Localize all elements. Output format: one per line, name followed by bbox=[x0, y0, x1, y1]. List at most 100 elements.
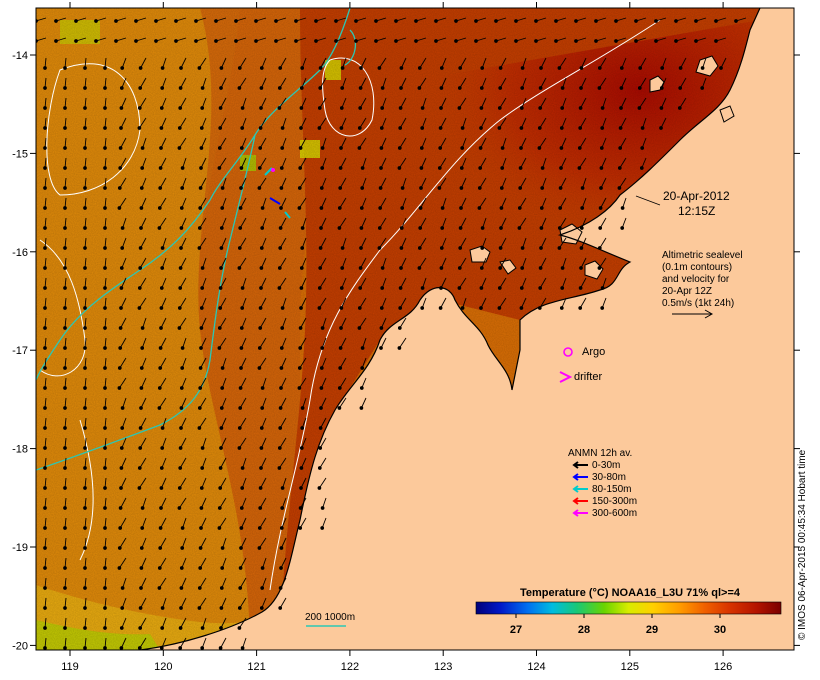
velocity-arrow-head bbox=[237, 626, 242, 630]
velocity-arrow-head bbox=[179, 406, 184, 410]
velocity-arrow-head bbox=[198, 366, 203, 370]
velocity-arrow-head bbox=[594, 39, 598, 43]
velocity-arrow bbox=[299, 377, 307, 389]
velocity-arrow bbox=[639, 97, 647, 109]
velocity-arrow-head bbox=[254, 19, 258, 23]
velocity-arrow bbox=[279, 417, 287, 429]
altimetry-note: Altimetric sealevel(0.1m contours)and ve… bbox=[662, 250, 743, 309]
velocity-arrow bbox=[120, 297, 127, 309]
velocity-arrow bbox=[560, 157, 567, 169]
velocity-arrow-head bbox=[139, 366, 144, 370]
velocity-arrow bbox=[119, 537, 127, 549]
velocity-arrow-head bbox=[119, 486, 123, 490]
velocity-arrow bbox=[200, 537, 207, 549]
velocity-arrow-head bbox=[499, 186, 504, 190]
velocity-arrow-head bbox=[340, 246, 345, 250]
velocity-arrow-head bbox=[440, 226, 445, 230]
velocity-arrow-head bbox=[437, 166, 442, 170]
velocity-arrow bbox=[459, 97, 467, 109]
velocity-arrow bbox=[619, 177, 627, 189]
velocity-arrow bbox=[539, 137, 547, 149]
velocity-arrow-head bbox=[278, 66, 283, 70]
velocity-arrow bbox=[119, 357, 127, 369]
velocity-arrow bbox=[179, 97, 187, 109]
velocity-arrow-head bbox=[539, 206, 544, 210]
velocity-arrow-head bbox=[537, 126, 542, 130]
velocity-arrow bbox=[119, 157, 127, 169]
velocity-arrow-head bbox=[480, 226, 485, 230]
velocity-arrow bbox=[420, 177, 427, 189]
velocity-arrow-head bbox=[134, 19, 138, 23]
velocity-arrow bbox=[499, 297, 507, 309]
velocity-arrow-head bbox=[199, 506, 204, 510]
velocity-arrow bbox=[179, 117, 187, 129]
velocity-arrow-head bbox=[279, 186, 284, 190]
velocity-arrow bbox=[279, 57, 287, 69]
velocity-arrow-head bbox=[278, 246, 283, 250]
velocity-arrow-head bbox=[560, 86, 565, 90]
velocity-arrow-head bbox=[119, 646, 124, 650]
velocity-arrow-head bbox=[257, 166, 262, 170]
velocity-arrow bbox=[299, 197, 307, 209]
velocity-arrow-head bbox=[260, 206, 265, 210]
anmn-legend-label: 80-150m bbox=[592, 484, 631, 495]
velocity-arrow bbox=[300, 477, 307, 489]
velocity-arrow bbox=[120, 317, 127, 329]
velocity-arrow-head bbox=[338, 366, 343, 370]
y-tick-label: -14 bbox=[12, 50, 28, 62]
velocity-arrow-head bbox=[354, 39, 358, 43]
velocity-arrow-head bbox=[359, 66, 363, 70]
velocity-arrow bbox=[140, 217, 147, 229]
velocity-arrow bbox=[139, 257, 147, 269]
velocity-arrow bbox=[360, 257, 367, 269]
velocity-arrow bbox=[599, 217, 607, 229]
velocity-arrow-head bbox=[237, 606, 242, 610]
colorbar-title: Temperature (°C) NOAA16_L3U 71% ql>=4 bbox=[520, 587, 741, 599]
velocity-arrow bbox=[300, 117, 307, 129]
velocity-arrow-head bbox=[257, 546, 262, 550]
velocity-arrow-head bbox=[239, 146, 244, 150]
velocity-arrow-head bbox=[103, 646, 107, 650]
velocity-arrow-head bbox=[239, 366, 243, 370]
velocity-arrow-head bbox=[43, 626, 47, 630]
velocity-arrow-head bbox=[103, 266, 107, 270]
anmn-legend-arrowhead bbox=[572, 497, 579, 505]
velocity-arrow bbox=[519, 197, 527, 209]
velocity-arrow bbox=[340, 137, 347, 149]
velocity-arrow-head bbox=[519, 306, 524, 310]
velocity-arrow-head bbox=[160, 86, 165, 90]
velocity-arrow-head bbox=[217, 166, 222, 170]
velocity-arrow-head bbox=[83, 566, 87, 570]
velocity-arrow-head bbox=[137, 306, 142, 310]
velocity-arrow-head bbox=[138, 626, 143, 630]
velocity-arrow-head bbox=[43, 226, 47, 230]
velocity-arrow-head bbox=[177, 486, 182, 490]
velocity-arrow-head bbox=[238, 386, 243, 390]
velocity-arrow-head bbox=[197, 606, 202, 610]
velocity-arrow bbox=[339, 217, 347, 229]
velocity-arrow bbox=[200, 157, 207, 169]
velocity-arrow-head bbox=[200, 646, 205, 650]
velocity-arrow-head bbox=[83, 166, 87, 170]
velocity-arrow-head bbox=[278, 426, 283, 430]
velocity-arrow-head bbox=[297, 386, 302, 390]
velocity-arrow-head bbox=[280, 326, 285, 330]
velocity-arrow-head bbox=[237, 266, 242, 270]
velocity-arrow-head bbox=[103, 526, 107, 530]
velocity-arrow-head bbox=[179, 206, 184, 210]
velocity-arrow-head bbox=[500, 166, 505, 170]
velocity-arrow-head bbox=[298, 146, 303, 150]
velocity-arrow bbox=[540, 257, 547, 269]
velocity-arrow-head bbox=[138, 446, 143, 450]
velocity-arrow bbox=[299, 337, 307, 349]
velocity-arrow-head bbox=[639, 166, 644, 170]
velocity-arrow bbox=[159, 197, 167, 209]
velocity-arrow-head bbox=[158, 346, 163, 350]
velocity-arrow bbox=[600, 197, 607, 209]
velocity-arrow-head bbox=[160, 66, 165, 70]
velocity-arrow-head bbox=[257, 186, 262, 190]
velocity-arrow bbox=[180, 417, 187, 429]
velocity-arrow-head bbox=[339, 106, 344, 110]
velocity-arrow-head bbox=[299, 446, 304, 450]
velocity-arrow bbox=[220, 77, 227, 89]
